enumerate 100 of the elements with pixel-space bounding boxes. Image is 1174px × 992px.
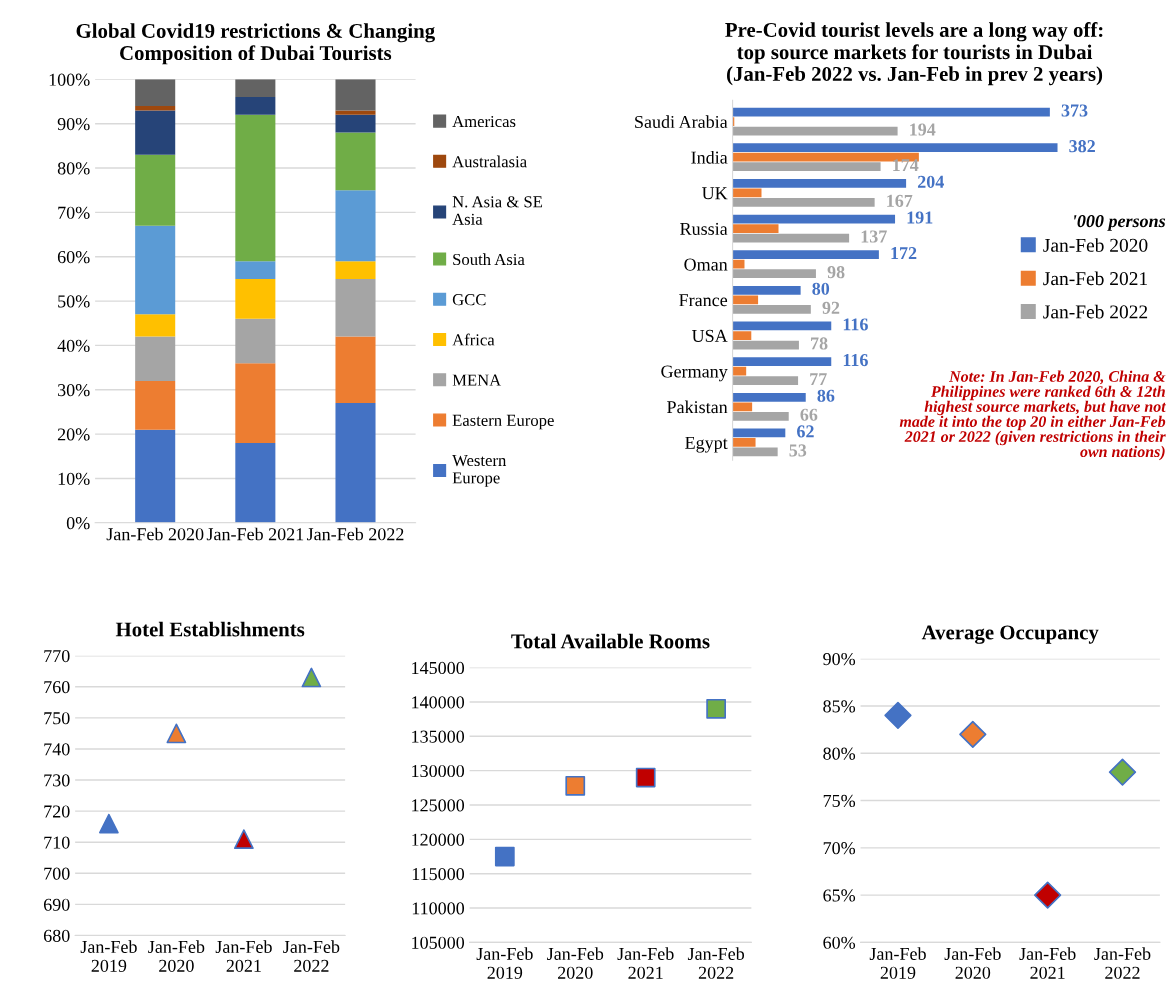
bar: [732, 126, 898, 136]
data-label: 62: [797, 425, 814, 438]
bar: [335, 79, 376, 111]
bar: [135, 105, 176, 111]
y-tick-label: 80%: [57, 162, 90, 175]
point: [1108, 758, 1137, 786]
y-tick-label: 770: [44, 649, 70, 663]
bar: [732, 438, 756, 447]
data-label: 204: [917, 175, 944, 188]
y-tick-label: 70%: [58, 206, 90, 219]
bar: [732, 285, 801, 295]
point: [234, 829, 254, 849]
data-label: 98: [827, 266, 845, 279]
y-tick-label: 700: [44, 867, 70, 880]
point: [494, 846, 515, 867]
y-tick-label: 145000: [412, 661, 465, 675]
data-label: 194: [910, 123, 936, 136]
data-label: 66: [800, 408, 818, 421]
bar: [732, 259, 745, 269]
point: [959, 720, 987, 748]
data-label: 373: [1061, 104, 1088, 117]
y-tick-label: 80%: [823, 747, 856, 760]
bar: [732, 447, 778, 457]
bar: [335, 190, 376, 262]
chart-title: Total Available Rooms: [511, 633, 710, 649]
y-tick-label: 100%: [49, 73, 90, 86]
bar: [732, 304, 811, 314]
x-tick-label: Jan-Feb 2022: [306, 527, 404, 541]
legend-label: Jan-Feb 2021: [1043, 271, 1147, 286]
y-tick-label: India: [691, 150, 728, 164]
bar: [732, 340, 799, 350]
chart-title: Global Covid19 restrictions & Changing Composition of Dubai Tourists: [76, 23, 435, 65]
bar: [135, 429, 176, 523]
bar: [135, 154, 176, 226]
point: [565, 775, 586, 796]
legend-label: Australasia: [452, 155, 527, 168]
data-label: 172: [891, 247, 917, 260]
bar: [135, 380, 176, 430]
bar: [335, 110, 376, 115]
point: [635, 767, 656, 788]
data-label: 382: [1069, 140, 1095, 153]
bar: [335, 114, 376, 133]
y-tick-label: 690: [43, 898, 70, 911]
bar: [335, 278, 376, 337]
y-tick-label: Russia: [680, 222, 728, 235]
bar: [732, 143, 1058, 153]
bar: [235, 442, 276, 523]
y-tick-label: 40%: [57, 339, 90, 352]
y-tick-label: 720: [44, 805, 70, 818]
y-tick-label: 110000: [412, 902, 465, 915]
data-label: 116: [843, 318, 868, 331]
y-tick-label: 60%: [823, 936, 856, 949]
bar: [135, 225, 176, 315]
y-tick-label: 120000: [412, 833, 465, 846]
x-tick-label: Jan-Feb 2020: [547, 947, 604, 979]
legend-label: South Asia: [453, 253, 525, 266]
bar: [732, 214, 896, 224]
bar: [135, 79, 176, 106]
y-tick-label: Oman: [684, 258, 728, 271]
data-label: 77: [810, 373, 827, 385]
y-tick-label: France: [679, 294, 728, 307]
data-label: 80: [812, 282, 830, 295]
data-label: 116: [843, 354, 868, 367]
point: [301, 667, 322, 688]
data-label: 53: [789, 444, 807, 457]
data-label: 167: [887, 194, 913, 207]
bar: [135, 336, 176, 381]
x-tick-label: Jan-Feb 2021: [617, 947, 674, 979]
y-tick-label: 730: [44, 774, 70, 787]
x-tick-label: Jan-Feb 2021: [206, 527, 304, 541]
y-tick-label: 750: [44, 712, 70, 725]
bar: [235, 79, 276, 98]
bar: [732, 295, 759, 305]
bar: [732, 357, 832, 367]
legend-label: Jan-Feb 2020: [1043, 238, 1148, 252]
legend-label: Americas: [452, 115, 516, 128]
x-tick-label: Jan-Feb 2021: [1019, 947, 1076, 979]
bar: [335, 336, 376, 404]
x-tick-label: Jan-Feb 2019: [80, 940, 137, 972]
data-label: 174: [893, 159, 919, 172]
y-tick-label: UK: [702, 187, 728, 200]
y-tick-label: 130000: [412, 764, 465, 778]
bar: [732, 107, 1050, 117]
chart-title: Hotel Establishments: [115, 621, 305, 637]
bar: [732, 269, 816, 279]
y-tick-label: USA: [691, 329, 728, 342]
y-tick-label: 105000: [412, 936, 465, 949]
x-tick-label: Jan-Feb 2022: [687, 947, 745, 979]
data-label: 137: [861, 230, 887, 243]
y-tick-label: Pakistan: [667, 400, 728, 414]
data-label: 191: [907, 211, 933, 224]
point: [884, 701, 912, 730]
bar: [732, 233, 850, 243]
bar: [335, 403, 376, 523]
bar: [732, 411, 789, 421]
x-tick-label: Jan-Feb 2022: [283, 940, 340, 972]
y-tick-label: 0%: [66, 517, 90, 530]
bar: [732, 179, 907, 188]
point: [98, 813, 119, 834]
y-tick-label: 115000: [412, 867, 465, 881]
